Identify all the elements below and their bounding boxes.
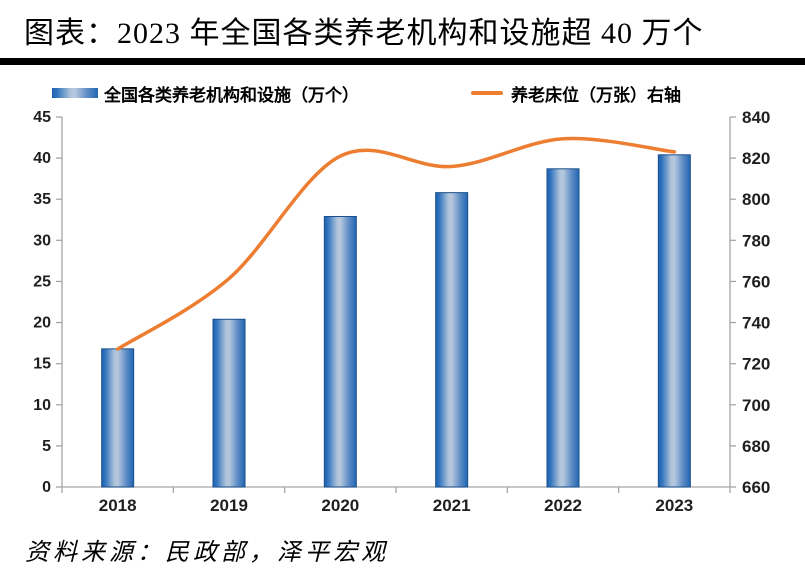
y-left-tick-label: 25 (33, 273, 51, 290)
y-left-tick-label: 20 (33, 315, 51, 332)
x-category-label: 2019 (210, 496, 248, 515)
y-right-tick-label: 820 (742, 149, 770, 168)
y-left-tick-label: 30 (33, 232, 51, 249)
line-series-swatch-icon (471, 91, 503, 95)
y-right-tick-label: 780 (742, 231, 770, 250)
bar-2018 (101, 348, 135, 488)
axis-labels: 0 5 10 15 20 25 30 35 40 45 660 680 700 720 740 760 780 8… (33, 108, 770, 515)
y-left-tick-label: 45 (33, 109, 51, 126)
y-left-tick-label: 40 (33, 150, 51, 167)
bar-2020 (323, 215, 357, 488)
y-right-tick-label: 660 (742, 478, 770, 497)
y-right-tick-label: 740 (742, 314, 770, 333)
line-series (115, 136, 677, 351)
bar-series-swatch-icon (52, 88, 98, 98)
beds-line-path (115, 136, 677, 351)
legend-item-bars: 全国各类养老机构和设施（万个） (52, 81, 359, 105)
y-left-tick-label: 15 (33, 356, 51, 373)
x-category-label: 2018 (99, 496, 137, 515)
legend-item-line: 养老床位（万张）右轴 (471, 81, 681, 105)
y-right-tick-label: 680 (742, 437, 770, 456)
bar-2019 (212, 318, 246, 488)
y-left-tick-label: 10 (33, 397, 51, 414)
legend-bar-label: 全国各类养老机构和设施（万个） (104, 85, 359, 105)
x-category-label: 2020 (321, 496, 359, 515)
axes (56, 116, 736, 493)
y-left-tick-label: 35 (33, 191, 51, 208)
source-note: 资料来源：民政部，泽平宏观 (25, 540, 389, 566)
bar-2021 (435, 192, 469, 488)
y-left-tick-label: 0 (42, 479, 51, 496)
y-left-tick-label: 5 (42, 438, 51, 455)
title-divider (0, 58, 805, 65)
y-right-tick-label: 760 (742, 272, 770, 291)
chart-area: 0 5 10 15 20 25 30 35 40 45 660 680 700 720 740 760 780 8… (0, 65, 805, 535)
legend-line-label: 养老床位（万张）右轴 (511, 85, 681, 105)
bar-2022 (546, 168, 580, 488)
x-category-label: 2022 (544, 496, 582, 515)
bar-2023 (657, 154, 691, 488)
chart-canvas: 0 5 10 15 20 25 30 35 40 45 660 680 700 720 740 760 780 8… (33, 108, 770, 515)
y-right-tick-label: 800 (742, 190, 770, 209)
y-right-tick-label: 700 (742, 396, 770, 415)
x-category-label: 2023 (655, 496, 693, 515)
y-right-tick-label: 720 (742, 355, 770, 374)
bar-series (101, 154, 691, 488)
legend: 全国各类养老机构和设施（万个） 养老床位（万张）右轴 (0, 81, 805, 105)
x-category-label: 2021 (433, 496, 471, 515)
y-right-tick-label: 840 (742, 108, 770, 127)
page-title: 图表：2023 年全国各类养老机构和设施超 40 万个 (24, 17, 704, 50)
